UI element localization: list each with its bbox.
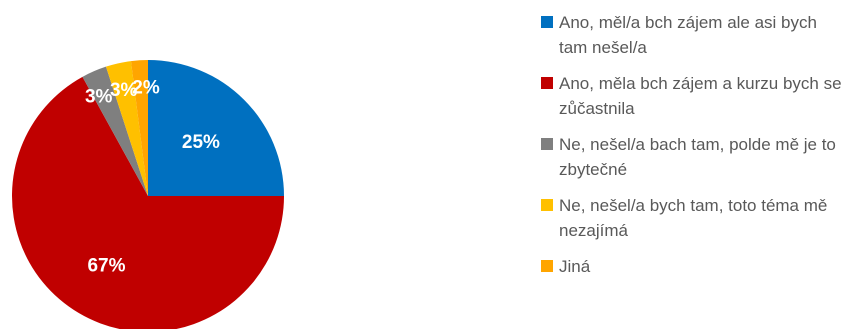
- legend-item-4: Ne, nešel/a bych tam, toto téma mě nezaj…: [541, 193, 846, 243]
- legend-item-5: Jiná: [541, 254, 846, 279]
- legend-label: Ne, nešel/a bach tam, polde mě je to zby…: [559, 135, 836, 179]
- legend-item-3: Ne, nešel/a bach tam, polde mě je to zby…: [541, 132, 846, 182]
- legend-item-1: Ano, měl/a bch zájem ale asi bych tam ne…: [541, 10, 846, 60]
- data-label-3: 3%: [85, 87, 113, 108]
- legend: Ano, měl/a bch zájem ale asi bych tam ne…: [541, 10, 846, 290]
- pie-chart: 25%67%3%3%2%: [12, 60, 284, 329]
- legend-swatch: [541, 16, 553, 28]
- legend-label: Jiná: [559, 257, 591, 276]
- legend-item-2: Ano, měla bch zájem a kurzu bych se zůča…: [541, 71, 846, 121]
- legend-swatch: [541, 260, 553, 272]
- pie-slice-1: [148, 60, 284, 196]
- legend-swatch: [541, 199, 553, 211]
- legend-swatch: [541, 77, 553, 89]
- pie-slice-5: [130, 60, 148, 196]
- legend-label: Ano, měla bch zájem a kurzu bych se zůča…: [559, 74, 842, 118]
- legend-swatch: [541, 138, 553, 150]
- data-label-1: 25%: [182, 132, 220, 153]
- pie-slice-3: [82, 66, 148, 196]
- data-label-2: 67%: [87, 255, 125, 276]
- data-label-4: 3%: [110, 80, 138, 101]
- pie-slice-2: [12, 76, 284, 329]
- legend-label: Ne, nešel/a bych tam, toto téma mě nezaj…: [559, 196, 828, 240]
- legend-label: Ano, měl/a bch zájem ale asi bych tam ne…: [559, 13, 817, 57]
- data-label-5: 2%: [132, 78, 160, 99]
- pie-slice-4: [105, 61, 148, 196]
